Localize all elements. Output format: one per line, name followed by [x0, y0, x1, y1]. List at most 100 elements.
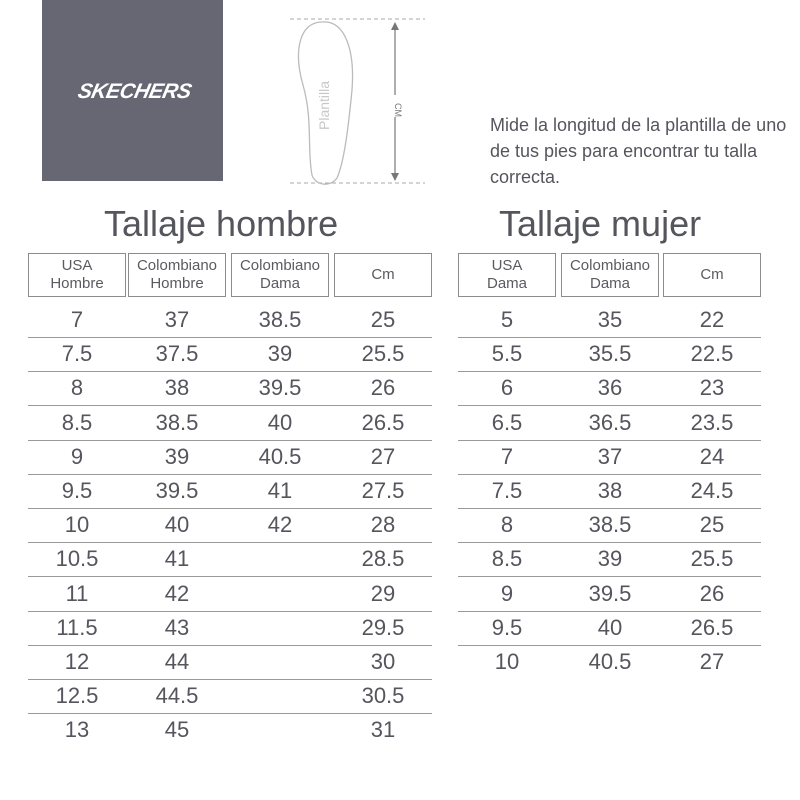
table-cell: 13	[64, 717, 90, 743]
table-cell: 29	[370, 580, 396, 606]
table-cell: 30.5	[361, 683, 405, 709]
table-cell: 42	[267, 512, 293, 538]
table-cell: 9	[70, 443, 84, 469]
table-row: 9 39.5 26	[458, 577, 761, 612]
table-cell: 23.5	[690, 409, 734, 435]
table-cell: 8.5	[491, 546, 523, 572]
table-cell: 25	[370, 307, 396, 332]
table-row: 9.5 40 26.5	[458, 611, 761, 646]
brand-wordmark: SKECHERS	[75, 80, 194, 103]
table-cell: 27	[370, 443, 396, 469]
table-cell: 8	[500, 512, 514, 538]
table-cell: 40.5	[258, 443, 302, 469]
table-row: 10 40 42 28	[28, 508, 432, 544]
table-cell: 9.5	[491, 614, 523, 640]
insole-outline	[297, 21, 354, 185]
table-cell: 41	[267, 478, 293, 503]
table-cell: 38.5	[258, 307, 302, 332]
table-cell: 7.5	[61, 341, 93, 367]
men-title: Tallaje hombre	[104, 203, 339, 244]
table-cell: 6	[500, 375, 514, 401]
table-cell: 22.5	[690, 341, 734, 367]
table-row: 8 38.5 25	[458, 508, 761, 544]
table-cell: 11	[65, 580, 89, 606]
table-cell: 7.5	[491, 478, 523, 503]
table-cell: 7	[70, 307, 84, 332]
table-row: 11 42 29	[28, 577, 432, 612]
insole-label: Plantilla	[316, 81, 332, 130]
women-title: Tallaje mujer	[499, 203, 702, 244]
table-cell: 40	[267, 409, 293, 435]
men-header-1: Colombiano Hombre	[128, 253, 226, 297]
table-cell: 35	[597, 307, 623, 332]
table-cell: 5	[500, 307, 514, 332]
measure-label: CM	[393, 103, 403, 117]
table-cell: 12.5	[55, 683, 99, 709]
table-cell: 8.5	[61, 409, 93, 435]
table-row: 12 44 30	[28, 645, 432, 680]
women-header-2: Cm	[663, 253, 761, 297]
table-cell: 26	[699, 580, 725, 606]
table-cell: 37.5	[155, 341, 199, 367]
table-cell: 39	[597, 546, 623, 572]
table-row: 9.5 39.5 41 27.5	[28, 474, 432, 509]
table-cell: 43	[164, 614, 190, 640]
table-cell: 39.5	[155, 478, 199, 503]
table-cell: 25	[699, 512, 725, 538]
insole-diagram: Plantilla CM	[290, 18, 425, 185]
table-cell: 42	[164, 580, 190, 606]
men-header-2: Colombiano Dama	[231, 253, 329, 297]
table-row: 7.5 37.5 39 25.5	[28, 337, 432, 373]
table-cell: 35.5	[588, 341, 632, 367]
table-row: 13 45 31	[28, 713, 432, 747]
table-cell: 29.5	[361, 614, 405, 640]
instructions: Mide la longitud de la plantilla de uno …	[490, 115, 787, 187]
table-cell: 7	[500, 443, 514, 469]
table-row: 10.5 41 28.5	[28, 542, 432, 578]
table-row: 11.5 43 29.5	[28, 611, 432, 646]
table-cell: 24.5	[690, 478, 734, 503]
table-row: 9 39 40.5 27	[28, 440, 432, 475]
table-cell: 44	[164, 649, 190, 674]
table-cell: 45	[164, 717, 190, 743]
table-cell: 22	[699, 307, 725, 332]
table-cell: 24	[699, 443, 725, 469]
table-cell: 12	[64, 649, 90, 674]
skechers-logo: SKECHERS	[42, 0, 223, 181]
table-cell: 39	[267, 341, 293, 367]
table-cell: 40	[164, 512, 190, 538]
table-cell: 38.5	[588, 512, 632, 538]
table-cell: 37	[597, 443, 623, 469]
table-cell: 30	[370, 649, 396, 674]
table-cell: 31	[370, 717, 396, 743]
table-cell: 38.5	[155, 409, 199, 435]
table-cell: 10	[64, 512, 90, 538]
table-cell: 36.5	[588, 409, 632, 435]
table-cell: 26	[370, 375, 396, 401]
table-row: 8.5 38.5 40 26.5	[28, 406, 432, 441]
table-row: 7.5 38 24.5	[458, 474, 761, 509]
table-cell: 38	[164, 375, 190, 401]
table-cell: 28	[370, 512, 396, 538]
table-cell: 26.5	[361, 409, 405, 435]
table-cell: 39	[164, 443, 190, 469]
table-row: 6 36 23	[458, 371, 761, 407]
table-cell: 37	[164, 307, 190, 332]
table-cell: 40.5	[588, 649, 632, 674]
table-cell: 10	[494, 649, 520, 674]
table-row: 12.5 44.5 30.5	[28, 679, 432, 715]
table-cell: 6.5	[491, 409, 523, 435]
table-row: 8 38 39.5 26	[28, 371, 432, 407]
table-cell: 40	[597, 614, 623, 640]
women-header-1: Colombiano Dama	[561, 253, 659, 297]
table-cell: 25.5	[690, 546, 734, 572]
table-row: 7 37 24	[458, 440, 761, 475]
table-cell: 39.5	[258, 375, 302, 401]
women-header-0: USA Dama	[458, 253, 556, 297]
men-header-0: USA Hombre	[28, 253, 126, 297]
table-cell: 27	[699, 649, 725, 674]
table-cell: 25.5	[361, 341, 405, 367]
table-cell: 9.5	[61, 478, 93, 503]
table-row: 8.5 39 25.5	[458, 542, 761, 578]
table-row: 5.5 35.5 22.5	[458, 337, 761, 373]
